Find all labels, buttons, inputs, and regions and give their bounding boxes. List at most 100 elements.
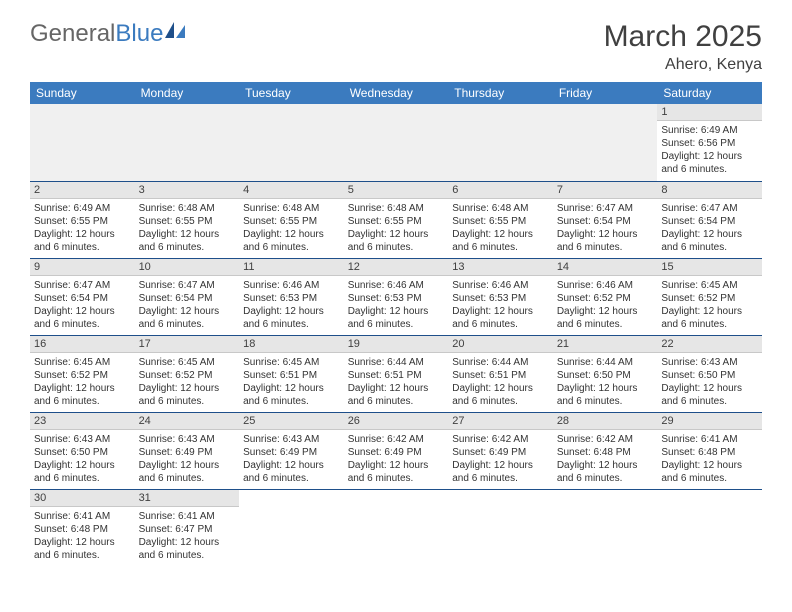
daylight-line: Daylight: 12 hours and 6 minutes.: [139, 536, 236, 562]
daylight-line: Daylight: 12 hours and 6 minutes.: [661, 150, 758, 176]
day-details: Sunrise: 6:45 AMSunset: 6:52 PMDaylight:…: [30, 353, 135, 411]
sunset-line: Sunset: 6:53 PM: [243, 292, 340, 305]
sunrise-line: Sunrise: 6:46 AM: [348, 279, 445, 292]
calendar-cell: 28Sunrise: 6:42 AMSunset: 6:48 PMDayligh…: [553, 412, 658, 489]
calendar-cell: 22Sunrise: 6:43 AMSunset: 6:50 PMDayligh…: [657, 335, 762, 412]
daylight-line: Daylight: 12 hours and 6 minutes.: [557, 459, 654, 485]
sunrise-line: Sunrise: 6:47 AM: [661, 202, 758, 215]
calendar-cell: 11Sunrise: 6:46 AMSunset: 6:53 PMDayligh…: [239, 258, 344, 335]
calendar-cell: 13Sunrise: 6:46 AMSunset: 6:53 PMDayligh…: [448, 258, 553, 335]
day-number: 18: [239, 336, 344, 353]
daylight-line: Daylight: 12 hours and 6 minutes.: [139, 305, 236, 331]
calendar-cell: 24Sunrise: 6:43 AMSunset: 6:49 PMDayligh…: [135, 412, 240, 489]
sunset-line: Sunset: 6:49 PM: [452, 446, 549, 459]
daylight-line: Daylight: 12 hours and 6 minutes.: [557, 382, 654, 408]
day-number: 30: [30, 490, 135, 507]
weekday-sun: Sunday: [30, 82, 135, 104]
sunset-line: Sunset: 6:53 PM: [348, 292, 445, 305]
sunrise-line: Sunrise: 6:47 AM: [34, 279, 131, 292]
weekday-sat: Saturday: [657, 82, 762, 104]
sunrise-line: Sunrise: 6:48 AM: [139, 202, 236, 215]
daylight-line: Daylight: 12 hours and 6 minutes.: [452, 382, 549, 408]
calendar-cell: 10Sunrise: 6:47 AMSunset: 6:54 PMDayligh…: [135, 258, 240, 335]
logo-sail-icon: [165, 22, 185, 38]
day-details: Sunrise: 6:47 AMSunset: 6:54 PMDaylight:…: [553, 199, 658, 257]
day-details: Sunrise: 6:42 AMSunset: 6:48 PMDaylight:…: [553, 430, 658, 488]
day-number: 28: [553, 413, 658, 430]
calendar-row: 30Sunrise: 6:41 AMSunset: 6:48 PMDayligh…: [30, 489, 762, 566]
daylight-line: Daylight: 12 hours and 6 minutes.: [34, 382, 131, 408]
calendar-body: 1Sunrise: 6:49 AMSunset: 6:56 PMDaylight…: [30, 104, 762, 566]
day-number: 9: [30, 259, 135, 276]
day-details: Sunrise: 6:42 AMSunset: 6:49 PMDaylight:…: [448, 430, 553, 488]
sunrise-line: Sunrise: 6:42 AM: [557, 433, 654, 446]
day-number: 13: [448, 259, 553, 276]
calendar-cell: 18Sunrise: 6:45 AMSunset: 6:51 PMDayligh…: [239, 335, 344, 412]
calendar-table: Sunday Monday Tuesday Wednesday Thursday…: [30, 82, 762, 566]
daylight-line: Daylight: 12 hours and 6 minutes.: [661, 459, 758, 485]
day-number: 2: [30, 182, 135, 199]
sunrise-line: Sunrise: 6:43 AM: [243, 433, 340, 446]
daylight-line: Daylight: 12 hours and 6 minutes.: [243, 305, 340, 331]
day-details: Sunrise: 6:44 AMSunset: 6:51 PMDaylight:…: [448, 353, 553, 411]
day-details: Sunrise: 6:48 AMSunset: 6:55 PMDaylight:…: [344, 199, 449, 257]
daylight-line: Daylight: 12 hours and 6 minutes.: [348, 305, 445, 331]
sunrise-line: Sunrise: 6:42 AM: [452, 433, 549, 446]
weekday-fri: Friday: [553, 82, 658, 104]
calendar-cell: 7Sunrise: 6:47 AMSunset: 6:54 PMDaylight…: [553, 181, 658, 258]
day-details: Sunrise: 6:44 AMSunset: 6:50 PMDaylight:…: [553, 353, 658, 411]
logo-text-blue: Blue: [115, 20, 163, 48]
sunset-line: Sunset: 6:51 PM: [452, 369, 549, 382]
day-details: Sunrise: 6:49 AMSunset: 6:55 PMDaylight:…: [30, 199, 135, 257]
sunrise-line: Sunrise: 6:48 AM: [452, 202, 549, 215]
calendar-cell: [135, 104, 240, 181]
calendar-cell: 20Sunrise: 6:44 AMSunset: 6:51 PMDayligh…: [448, 335, 553, 412]
sunset-line: Sunset: 6:55 PM: [139, 215, 236, 228]
sunrise-line: Sunrise: 6:44 AM: [452, 356, 549, 369]
day-number: 19: [344, 336, 449, 353]
sunset-line: Sunset: 6:56 PM: [661, 137, 758, 150]
calendar-cell: 2Sunrise: 6:49 AMSunset: 6:55 PMDaylight…: [30, 181, 135, 258]
daylight-line: Daylight: 12 hours and 6 minutes.: [34, 536, 131, 562]
daylight-line: Daylight: 12 hours and 6 minutes.: [452, 228, 549, 254]
day-number: 21: [553, 336, 658, 353]
calendar-cell: 26Sunrise: 6:42 AMSunset: 6:49 PMDayligh…: [344, 412, 449, 489]
sunrise-line: Sunrise: 6:45 AM: [661, 279, 758, 292]
sunrise-line: Sunrise: 6:47 AM: [557, 202, 654, 215]
daylight-line: Daylight: 12 hours and 6 minutes.: [557, 228, 654, 254]
calendar-row: 16Sunrise: 6:45 AMSunset: 6:52 PMDayligh…: [30, 335, 762, 412]
daylight-line: Daylight: 12 hours and 6 minutes.: [243, 459, 340, 485]
calendar-cell: [553, 489, 658, 566]
daylight-line: Daylight: 12 hours and 6 minutes.: [348, 459, 445, 485]
daylight-line: Daylight: 12 hours and 6 minutes.: [452, 459, 549, 485]
day-number: 24: [135, 413, 240, 430]
sunset-line: Sunset: 6:54 PM: [34, 292, 131, 305]
sunset-line: Sunset: 6:51 PM: [243, 369, 340, 382]
sunset-line: Sunset: 6:54 PM: [557, 215, 654, 228]
day-number: 29: [657, 413, 762, 430]
header: GeneralBlue March 2025 Ahero, Kenya: [30, 20, 762, 74]
day-details: Sunrise: 6:41 AMSunset: 6:48 PMDaylight:…: [657, 430, 762, 488]
location: Ahero, Kenya: [604, 56, 762, 74]
logo-text-general: General: [30, 20, 115, 48]
sunrise-line: Sunrise: 6:41 AM: [34, 510, 131, 523]
calendar-cell: 4Sunrise: 6:48 AMSunset: 6:55 PMDaylight…: [239, 181, 344, 258]
day-number: 10: [135, 259, 240, 276]
calendar-cell: 17Sunrise: 6:45 AMSunset: 6:52 PMDayligh…: [135, 335, 240, 412]
day-number: 11: [239, 259, 344, 276]
sunset-line: Sunset: 6:49 PM: [243, 446, 340, 459]
daylight-line: Daylight: 12 hours and 6 minutes.: [139, 228, 236, 254]
calendar-row: 9Sunrise: 6:47 AMSunset: 6:54 PMDaylight…: [30, 258, 762, 335]
calendar-cell: [553, 104, 658, 181]
day-details: Sunrise: 6:44 AMSunset: 6:51 PMDaylight:…: [344, 353, 449, 411]
sunset-line: Sunset: 6:54 PM: [139, 292, 236, 305]
calendar-cell: 23Sunrise: 6:43 AMSunset: 6:50 PMDayligh…: [30, 412, 135, 489]
calendar-row: 2Sunrise: 6:49 AMSunset: 6:55 PMDaylight…: [30, 181, 762, 258]
day-details: Sunrise: 6:48 AMSunset: 6:55 PMDaylight:…: [448, 199, 553, 257]
sunset-line: Sunset: 6:47 PM: [139, 523, 236, 536]
calendar-cell: 9Sunrise: 6:47 AMSunset: 6:54 PMDaylight…: [30, 258, 135, 335]
day-details: Sunrise: 6:43 AMSunset: 6:49 PMDaylight:…: [135, 430, 240, 488]
day-number: 3: [135, 182, 240, 199]
sunrise-line: Sunrise: 6:49 AM: [661, 124, 758, 137]
day-details: Sunrise: 6:48 AMSunset: 6:55 PMDaylight:…: [239, 199, 344, 257]
